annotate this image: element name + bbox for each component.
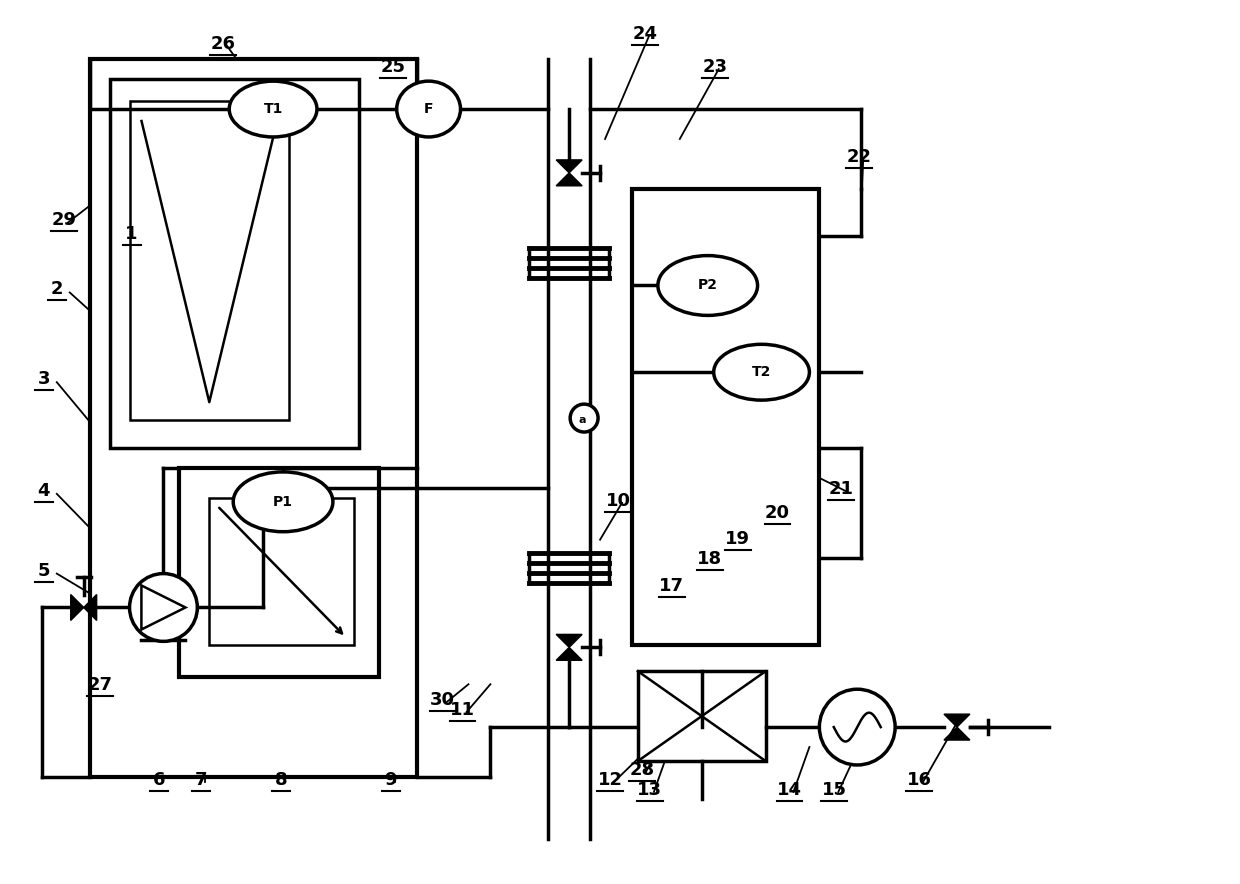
- Text: 8: 8: [275, 771, 288, 789]
- Ellipse shape: [233, 472, 332, 531]
- Bar: [109, 80, 358, 448]
- Polygon shape: [557, 160, 582, 173]
- Text: 22: 22: [847, 148, 872, 166]
- Text: a: a: [578, 415, 585, 425]
- Polygon shape: [557, 647, 582, 660]
- Text: P1: P1: [273, 495, 293, 509]
- Text: 23: 23: [702, 58, 727, 76]
- Bar: [632, 189, 820, 645]
- Ellipse shape: [658, 255, 758, 316]
- Text: F: F: [424, 102, 433, 116]
- Polygon shape: [141, 585, 186, 629]
- Text: 21: 21: [828, 480, 854, 498]
- Text: 13: 13: [637, 781, 662, 799]
- Bar: [180, 468, 378, 677]
- Text: 27: 27: [87, 676, 112, 694]
- Text: 9: 9: [384, 771, 397, 789]
- Bar: [89, 59, 417, 777]
- Circle shape: [820, 690, 895, 765]
- Ellipse shape: [397, 81, 460, 137]
- Text: 20: 20: [765, 504, 790, 522]
- Text: 26: 26: [211, 35, 236, 53]
- Text: 30: 30: [430, 691, 455, 709]
- Text: 28: 28: [630, 761, 655, 779]
- Text: T2: T2: [751, 365, 771, 379]
- Text: 16: 16: [906, 771, 931, 789]
- Bar: [637, 671, 765, 761]
- Bar: [210, 498, 353, 645]
- Bar: [129, 101, 289, 420]
- Polygon shape: [944, 728, 970, 740]
- Text: T1: T1: [263, 102, 283, 116]
- Text: 3: 3: [37, 370, 50, 388]
- Ellipse shape: [714, 344, 810, 400]
- Ellipse shape: [229, 81, 317, 137]
- Text: 24: 24: [632, 26, 657, 43]
- Text: 10: 10: [605, 492, 630, 510]
- Text: 1: 1: [125, 225, 138, 242]
- Circle shape: [570, 404, 598, 432]
- Text: 4: 4: [37, 482, 50, 499]
- Circle shape: [129, 574, 197, 642]
- Text: 6: 6: [154, 771, 166, 789]
- Text: 18: 18: [697, 550, 722, 568]
- Polygon shape: [944, 714, 970, 728]
- Text: 19: 19: [725, 530, 750, 548]
- Text: 5: 5: [37, 561, 50, 580]
- Text: 7: 7: [195, 771, 207, 789]
- Text: 12: 12: [598, 771, 622, 789]
- Text: 14: 14: [777, 781, 802, 799]
- Text: 29: 29: [51, 210, 76, 229]
- Text: 17: 17: [660, 576, 684, 595]
- Text: 11: 11: [450, 701, 475, 719]
- Text: 2: 2: [51, 280, 63, 299]
- Text: 15: 15: [822, 781, 847, 799]
- Polygon shape: [557, 173, 582, 186]
- Text: 25: 25: [381, 58, 405, 76]
- Polygon shape: [557, 635, 582, 647]
- Text: P2: P2: [698, 278, 718, 293]
- Polygon shape: [71, 595, 83, 621]
- Polygon shape: [83, 595, 97, 621]
